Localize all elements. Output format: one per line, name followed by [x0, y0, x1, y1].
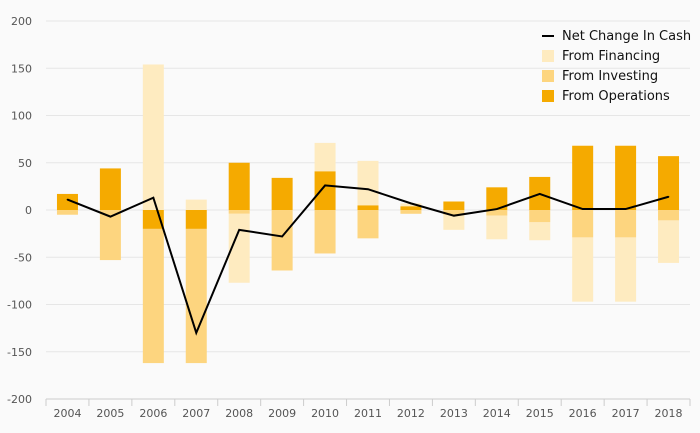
- legend-line-swatch: [542, 35, 554, 37]
- net-change-point: [453, 214, 455, 217]
- bar-investing: [185, 228, 207, 364]
- x-tick-label: 2015: [526, 407, 554, 420]
- bar-operations: [357, 205, 379, 210]
- y-tick-label: 50: [18, 157, 32, 170]
- bar-financing: [529, 222, 551, 241]
- net-change-point: [109, 215, 112, 218]
- x-tick-label: 2005: [96, 407, 124, 420]
- x-tick-label: 2018: [655, 407, 683, 420]
- x-tick-label: 2010: [311, 407, 339, 420]
- y-tick-label: 200: [11, 15, 32, 28]
- y-tick-label: -50: [14, 251, 32, 264]
- bar-investing: [400, 210, 422, 214]
- y-tick-label: 150: [11, 62, 32, 75]
- bar-investing: [142, 228, 164, 364]
- x-tick-label: 2012: [397, 407, 425, 420]
- legend-label: From Financing: [562, 48, 661, 64]
- bar-operations: [185, 210, 207, 229]
- legend-swatch: [542, 50, 554, 62]
- net-change-point: [238, 229, 240, 231]
- x-tick-label: 2013: [440, 407, 468, 420]
- x-tick-label: 2007: [182, 407, 210, 420]
- bar-investing: [228, 210, 250, 214]
- bar-financing: [314, 142, 336, 172]
- net-change-point: [667, 195, 670, 198]
- x-tick-label: 2014: [483, 407, 511, 420]
- legend: Net Change In Cash From Financing From I…: [542, 26, 691, 106]
- net-change-point: [624, 208, 627, 210]
- bar-operations: [658, 156, 680, 210]
- bars: [56, 64, 680, 364]
- x-tick-label: 2011: [354, 407, 382, 420]
- y-axis-tick-labels: 200 150 100 50 0 -50 -100 -150 -200: [7, 15, 32, 406]
- bar-financing: [400, 203, 422, 207]
- legend-swatch: [542, 90, 554, 102]
- legend-item-net-change[interactable]: Net Change In Cash: [542, 26, 691, 46]
- bar-investing: [615, 210, 637, 238]
- net-change-point: [538, 193, 541, 195]
- bar-operations: [99, 168, 121, 210]
- bar-financing: [572, 237, 594, 302]
- x-axis: 2004 2005 2006 2007 2008 2009 2010 2011 2012 2013…: [45, 398, 691, 420]
- bar-investing: [357, 210, 379, 239]
- bar-operations: [56, 193, 78, 210]
- y-tick-label: -100: [7, 299, 32, 312]
- x-tick-label: 2006: [139, 407, 167, 420]
- bar-financing: [486, 215, 508, 240]
- bar-financing: [443, 214, 465, 230]
- bar-operations: [228, 162, 250, 210]
- y-tick-label: -150: [7, 346, 32, 359]
- bar-investing: [486, 210, 508, 216]
- x-tick-label: 2004: [53, 407, 81, 420]
- y-tick-label: 0: [25, 204, 32, 217]
- net-change-point: [66, 198, 69, 201]
- bar-financing: [185, 199, 207, 210]
- legend-item-financing[interactable]: From Financing: [542, 46, 691, 66]
- bar-investing: [529, 210, 551, 223]
- legend-label: Net Change In Cash: [562, 28, 692, 44]
- bar-operations: [572, 145, 594, 210]
- net-change-point: [324, 184, 326, 187]
- bar-operations: [486, 187, 508, 210]
- net-change-line: [66, 184, 670, 336]
- bar-investing: [314, 210, 336, 254]
- net-change-point: [410, 202, 412, 205]
- net-change-point: [195, 332, 198, 334]
- bar-financing: [658, 220, 680, 263]
- x-tick-label: 2008: [225, 407, 253, 420]
- x-tick-label: 2009: [268, 407, 296, 420]
- bar-investing: [443, 210, 465, 215]
- net-change-point: [496, 208, 498, 210]
- bar-investing: [56, 210, 78, 215]
- y-tick-label: 100: [11, 110, 32, 123]
- net-change-point: [281, 235, 283, 238]
- bar-operations: [400, 206, 422, 210]
- x-tick-label: 2016: [569, 407, 597, 420]
- bar-investing: [658, 210, 680, 221]
- bar-operations: [271, 177, 293, 210]
- bar-investing: [99, 210, 121, 261]
- net-change-point: [152, 196, 155, 199]
- net-change-point: [581, 208, 584, 210]
- legend-swatch: [542, 70, 554, 82]
- x-tick-label: 2017: [612, 407, 640, 420]
- legend-label: From Operations: [562, 88, 670, 104]
- bar-operations: [314, 171, 336, 210]
- bar-investing: [271, 210, 293, 271]
- bar-operations: [615, 145, 637, 210]
- bar-financing: [357, 160, 379, 206]
- bar-financing: [142, 64, 164, 210]
- legend-item-operations[interactable]: From Operations: [542, 86, 691, 106]
- legend-item-investing[interactable]: From Investing: [542, 66, 691, 86]
- y-tick-label: -200: [7, 393, 32, 406]
- bar-investing: [572, 210, 594, 238]
- bar-operations: [443, 201, 465, 210]
- bar-financing: [615, 237, 637, 302]
- net-change-point: [367, 188, 369, 191]
- legend-label: From Investing: [562, 68, 659, 84]
